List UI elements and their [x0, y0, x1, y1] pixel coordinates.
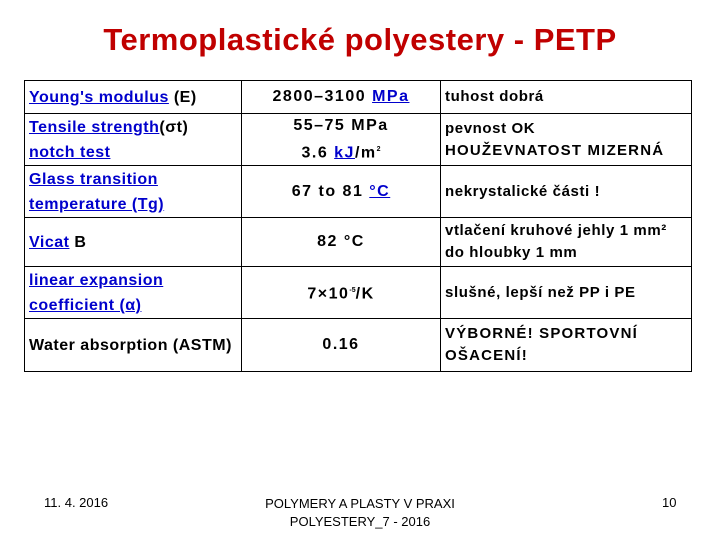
property-note: HOUŽEVNATOST MIZERNÁ: [445, 141, 665, 159]
property-note: nekrystalické části !: [440, 165, 692, 219]
property-name-rest: B: [69, 233, 87, 251]
value-text: 7×10: [307, 285, 350, 303]
value-unit: /K: [355, 285, 375, 303]
property-value-cell: 2800–3100 MPa: [241, 80, 441, 114]
footer-date: 11. 4. 2016: [44, 495, 109, 510]
unit-link[interactable]: °C: [369, 182, 391, 200]
property-note: vtlačení kruhové jehly 1 mm² do hloubky …: [440, 217, 692, 268]
slide-title: Termoplastické polyestery - PETP: [103, 22, 617, 57]
property-link[interactable]: Tensile strength: [29, 118, 160, 136]
property-name-rest: (E): [168, 88, 197, 106]
property-value-cell: 82 °C: [241, 217, 441, 268]
property-name: Water absorption (ASTM): [24, 318, 242, 373]
value-text: 67 to 81: [291, 182, 370, 200]
properties-table: Young's modulus (E) 2800–3100 MPa tuhost…: [24, 80, 692, 373]
value-exponent: 2: [376, 146, 381, 153]
unit-link[interactable]: MPa: [372, 88, 410, 105]
value-text: 2800–3100: [272, 88, 373, 105]
table-row: Young's modulus (E) 2800–3100 MPa tuhost…: [24, 80, 692, 114]
table-row: Tensile strength(σt) notch test 55–75 MP…: [24, 112, 692, 167]
table-row: Vicat B 82 °C vtlačení kruhové jehly 1 m…: [24, 217, 692, 268]
property-link[interactable]: Glass transition temperature (Tg): [29, 170, 165, 213]
table-row: Glass transition temperature (Tg) 67 to …: [24, 165, 692, 219]
property-link[interactable]: Vicat: [29, 233, 70, 251]
property-note: tuhost dobrá: [440, 80, 692, 114]
value-exponent: -5: [349, 287, 356, 295]
property-link[interactable]: Young's modulus: [29, 88, 169, 106]
property-link[interactable]: linear expansion coefficient (α): [29, 271, 164, 314]
page-number: 10: [662, 495, 677, 510]
value-text: 55–75 MPa: [293, 117, 389, 134]
table-row: linear expansion coefficient (α) 7×10-5/…: [24, 266, 692, 320]
property-value-cell: 7×10-5/K: [241, 266, 441, 320]
value-text: 0.16: [322, 336, 360, 354]
property-name-cell: Young's modulus (E): [24, 80, 242, 114]
property-name-cell: linear expansion coefficient (α): [24, 266, 242, 320]
value-unit: /m: [354, 144, 377, 162]
property-value-cell: 55–75 MPa 3.6 kJ/m2: [241, 112, 441, 167]
footer-chapter: POLYESTERY_7 - 2016: [289, 514, 431, 529]
property-value-cell: 67 to 81 °C: [241, 165, 441, 219]
property-note: VÝBORNÉ! SPORTOVNÍ OŠACENÍ!: [440, 318, 692, 373]
property-name-rest: (σt): [159, 118, 189, 136]
value-text: 3.6: [301, 144, 335, 162]
property-note-cell: pevnost OK HOUŽEVNATOST MIZERNÁ: [440, 112, 692, 167]
property-note: pevnost OK: [445, 119, 536, 137]
footer-course: POLYMERY A PLASTY V PRAXI: [265, 496, 455, 511]
property-value-cell: 0.16: [241, 318, 441, 373]
property-link[interactable]: notch test: [29, 143, 111, 161]
property-name-cell: Tensile strength(σt) notch test: [24, 112, 242, 167]
table-row: Water absorption (ASTM) 0.16 VÝBORNÉ! SP…: [24, 318, 692, 373]
property-name-cell: Vicat B: [24, 217, 242, 268]
property-name-cell: Glass transition temperature (Tg): [24, 165, 242, 219]
footer-center: POLYMERY A PLASTY V PRAXI POLYESTERY_7 -…: [210, 495, 510, 531]
property-note: slušné, lepší než PP i PE: [440, 266, 692, 320]
unit-link[interactable]: kJ: [334, 144, 355, 162]
value-text: 82 °C: [317, 233, 365, 251]
